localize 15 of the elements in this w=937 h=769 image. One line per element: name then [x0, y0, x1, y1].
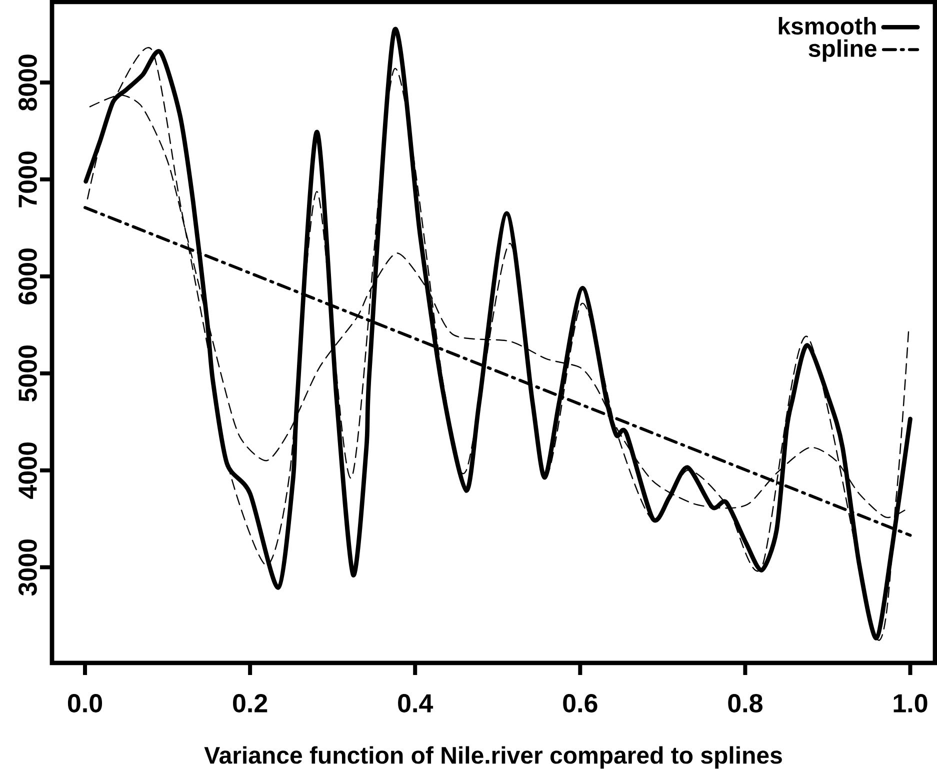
x-tick-label: 0.8 [728, 694, 762, 712]
x-tick-label: 0.0 [68, 694, 102, 712]
x-tick-label: 0.4 [398, 694, 434, 712]
x-tick-label: 0.6 [563, 694, 598, 712]
x-axis-title: Variance function of Nile.river compared to splines [204, 746, 782, 769]
legend-label: spline [808, 39, 876, 62]
y-tick-label: 8000 [18, 54, 37, 111]
y-tick-label: 7000 [18, 152, 37, 208]
y-tick-label: 4000 [18, 442, 37, 499]
y-tick-label: 6000 [18, 248, 37, 304]
x-tick-label: 0.2 [233, 694, 268, 712]
legend-label: ksmooth [778, 17, 876, 35]
y-tick-label: 5000 [18, 346, 37, 402]
x-tick-label: 1.0 [894, 694, 928, 712]
y-tick-label: 3000 [18, 539, 37, 596]
